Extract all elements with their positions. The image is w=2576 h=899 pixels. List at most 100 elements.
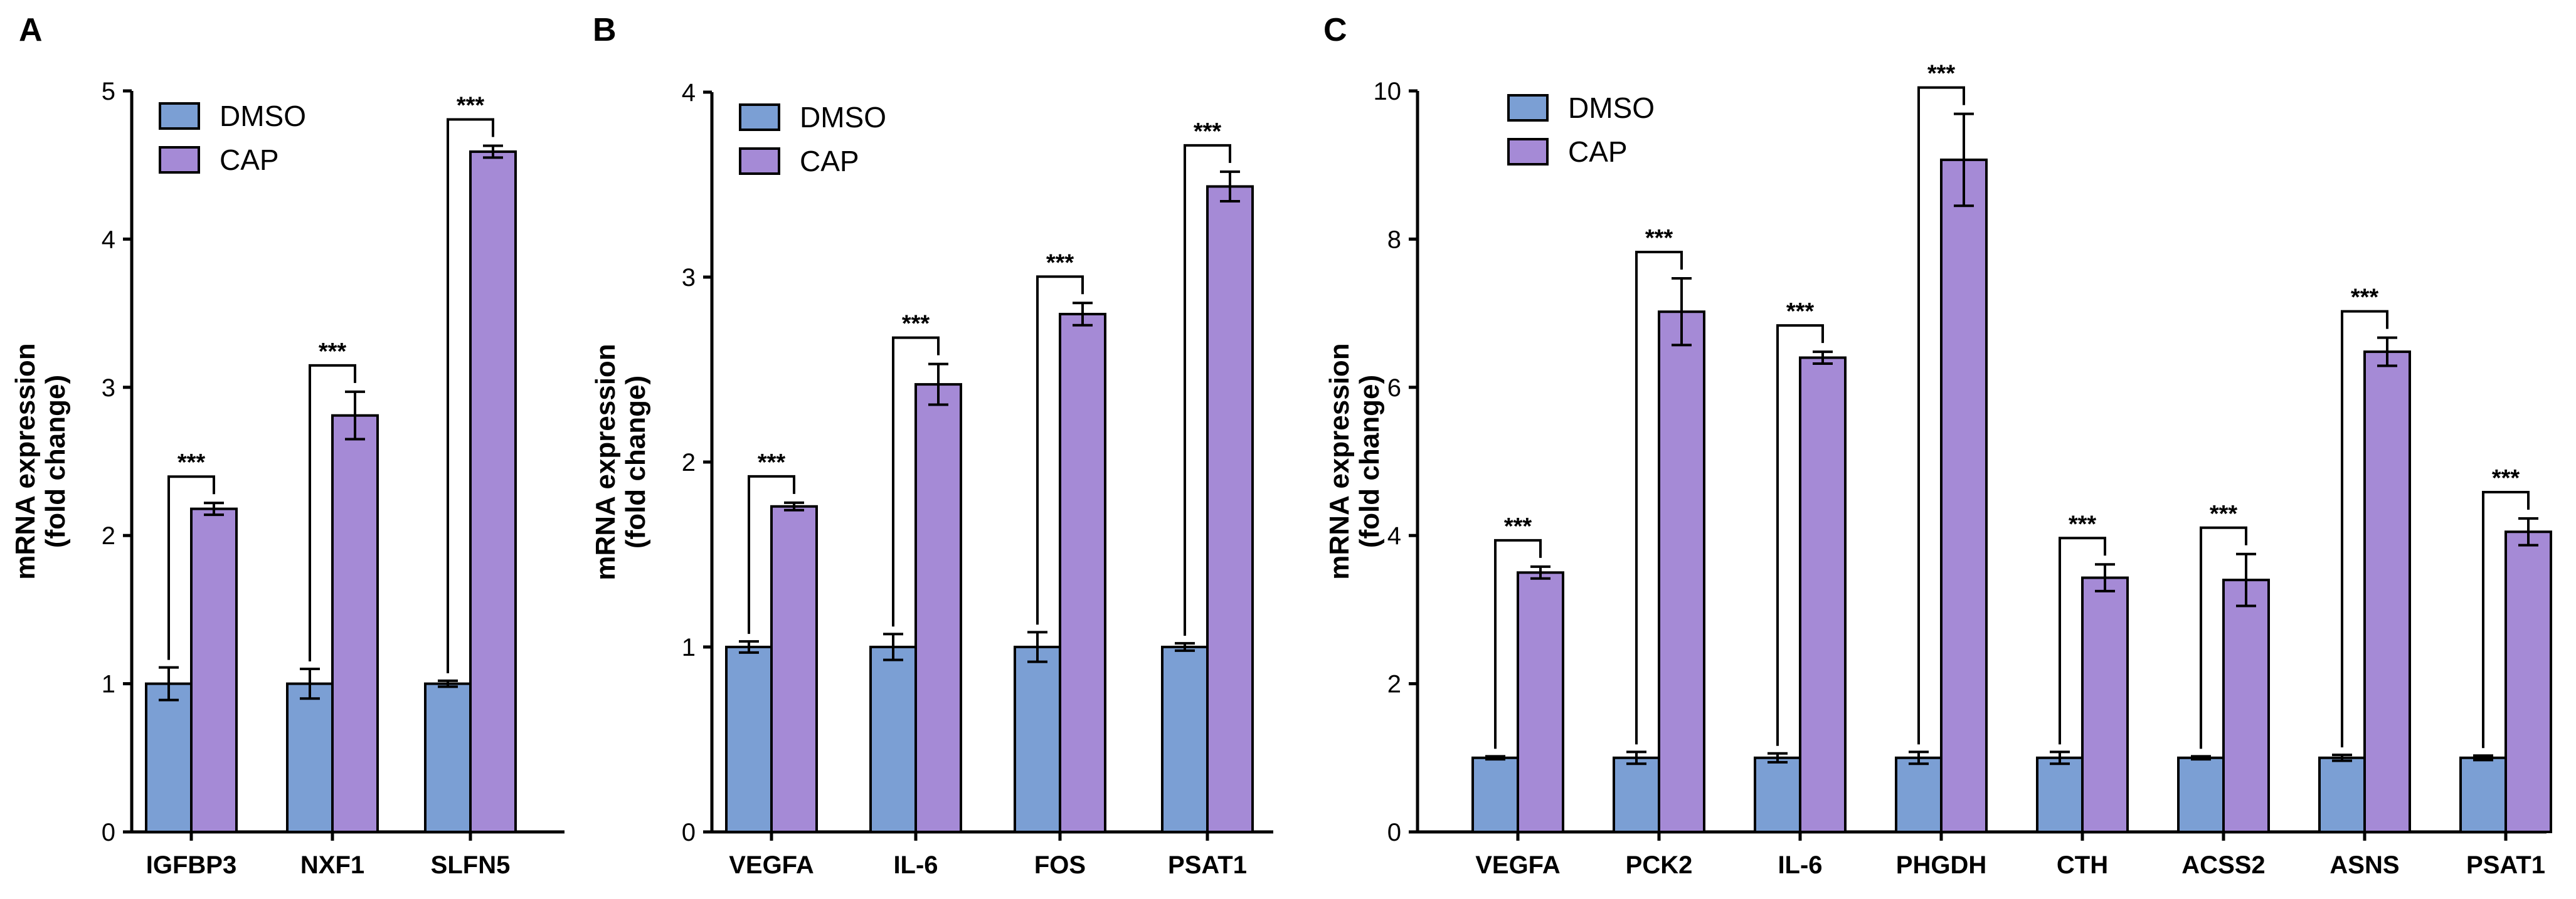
y-axis-label-line2: (fold change) [40,375,71,548]
bar-dmso-asns [2318,756,2366,834]
bar-cap-psat1 [1206,185,1254,834]
significance-label: *** [1786,298,1815,325]
bar-dmso-psat1 [1161,646,1209,833]
error-bar-cap-pck2 [1672,277,1692,347]
error-bar-dmso-pck2 [1626,750,1646,765]
error-bar-cap-psat1 [2518,517,2538,547]
panel-label: B [593,12,617,48]
significance-bracket [1776,324,1824,746]
error-bar-dmso-acss2 [2191,755,2211,761]
bar-dmso-igfbp3 [145,682,193,833]
significance-bracket [167,475,215,660]
x-category-label: VEGFA [1475,851,1561,879]
legend-label-cap: CAP [1568,135,1628,168]
y-axis-label-line1: mRNA expression [590,344,621,580]
significance-bracket [1635,251,1683,745]
bar-cap-acss2 [2222,579,2270,833]
y-tick-label: 4 [1387,522,1401,550]
x-category-label: PSAT1 [1168,851,1247,879]
y-tick-label: 6 [1387,374,1401,402]
y-tick-label: 4 [102,226,115,253]
x-category-label: IGFBP3 [146,851,236,879]
legend-swatch-cap [739,147,780,175]
error-bar-dmso-nxf1 [300,667,320,700]
x-category-label: VEGFA [729,851,814,879]
significance-bracket [2482,491,2530,749]
x-category-label: ACSS2 [2181,851,2265,879]
significance-label: *** [758,450,786,476]
bar-dmso-fos [1014,646,1061,833]
y-tick-label: 1 [102,671,115,698]
error-bar-cap-fos [1073,302,1093,327]
y-axis-label-line2: (fold change) [1354,375,1385,548]
error-bar-dmso-psat1 [1175,642,1195,652]
significance-bracket [447,118,494,673]
error-bar-cap-il-6 [1813,350,1833,365]
y-tick-label: 3 [682,264,696,292]
x-category-label: IL-6 [893,851,938,879]
error-bar-dmso-il-6 [883,633,903,661]
legend-swatch-dmso [739,103,780,131]
y-tick-label: 2 [1387,671,1401,698]
error-bar-cap-vegfa [1530,565,1550,580]
bar-cap-nxf1 [331,414,379,833]
significance-label: *** [2351,285,2379,311]
y-tick-label: 3 [102,374,115,402]
significance-bracket [892,336,940,627]
significance-label: *** [2069,511,2097,537]
error-bar-dmso-il-6 [1768,752,1788,764]
bar-dmso-slfn5 [424,682,472,833]
y-tick-label: 5 [102,78,115,105]
legend-label-dmso: DMSO [800,101,886,134]
bar-dmso-vegfa [1471,756,1519,834]
y-tick-label: 0 [682,819,696,846]
significance-bracket [748,475,795,634]
bar-dmso-phgdh [1895,756,1943,834]
panel-label: A [19,12,43,48]
x-category-label: CTH [2057,851,2108,879]
error-bar-cap-phgdh [1954,112,1974,208]
y-axis-label: mRNA expression(fold change) [10,343,71,579]
x-category-label: IL-6 [1778,851,1822,879]
legend-label-dmso: DMSO [1568,92,1655,124]
x-category-label: ASNS [2330,851,2399,879]
bar-dmso-cth [2036,756,2084,834]
error-bar-cap-asns [2377,336,2397,367]
error-bar-dmso-psat1 [2473,754,2493,762]
y-tick-label: 10 [1374,78,1402,105]
y-tick-label: 2 [102,522,115,550]
error-bar-dmso-cth [2050,750,2070,765]
bar-dmso-psat1 [2459,756,2507,834]
legend-swatch-cap [159,146,200,174]
y-tick-label: 1 [682,634,696,661]
bar-dmso-pck2 [1613,756,1660,834]
significance-label: *** [1046,250,1074,276]
significance-label: *** [1194,118,1222,145]
y-tick-label: 8 [1387,226,1401,253]
error-bar-dmso-slfn5 [438,679,458,688]
error-bar-dmso-asns [2332,754,2352,762]
error-bar-cap-nxf1 [345,390,365,441]
error-bar-cap-slfn5 [483,144,503,159]
significance-bracket [1917,86,1965,745]
bar-cap-il-6 [1799,356,1847,833]
y-tick-label: 0 [102,819,115,846]
significance-bracket [2059,537,2106,745]
significance-label: *** [2492,465,2520,492]
error-bar-cap-cth [2095,563,2115,592]
x-category-label: SLFN5 [431,851,511,879]
y-axis-label-line1: mRNA expression [1324,343,1355,579]
error-bar-cap-acss2 [2236,552,2256,607]
significance-bracket [2341,310,2388,748]
legend-label-dmso: DMSO [220,100,306,132]
y-axis-label: mRNA expression(fold change) [590,344,651,580]
bar-cap-vegfa [1517,571,1564,833]
significance-label: *** [457,92,485,118]
significance-bracket [309,364,356,661]
bar-cap-slfn5 [469,150,517,834]
significance-label: *** [2210,501,2238,527]
legend-swatch-dmso [159,102,200,130]
